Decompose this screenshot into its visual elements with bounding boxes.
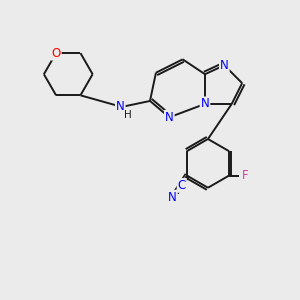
- Text: N: N: [220, 59, 229, 72]
- Text: N: N: [168, 191, 176, 204]
- Text: F: F: [242, 169, 249, 182]
- Text: N: N: [165, 111, 174, 124]
- Text: H: H: [124, 110, 132, 120]
- Text: C: C: [178, 179, 186, 192]
- Text: N: N: [116, 100, 125, 113]
- Text: O: O: [52, 46, 61, 60]
- Text: N: N: [201, 98, 209, 110]
